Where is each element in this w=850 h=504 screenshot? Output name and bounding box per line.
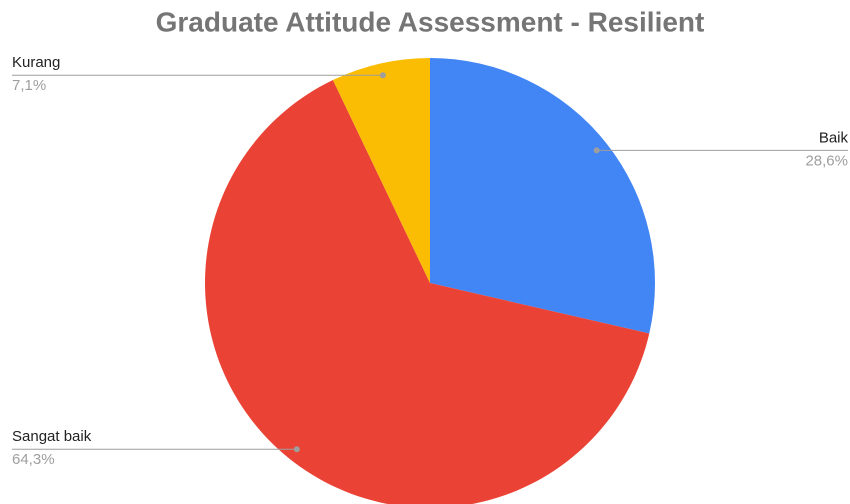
slice-value-label: 64,3% xyxy=(12,451,55,468)
leader-dot xyxy=(293,446,300,453)
pie-slice xyxy=(205,80,650,504)
chart-title: Graduate Attitude Assessment - Resilient xyxy=(156,6,705,37)
slice-label: Kurang xyxy=(12,54,60,71)
leader-dot xyxy=(593,147,600,154)
slice-label: Sangat baik xyxy=(12,428,92,445)
pie-slice xyxy=(430,58,656,334)
leader-dot xyxy=(379,72,386,79)
slice-label: Baik xyxy=(819,129,849,146)
pie-slice xyxy=(332,58,430,283)
slice-value-label: 7,1% xyxy=(12,77,46,94)
slice-value-label: 28,6% xyxy=(805,152,848,169)
